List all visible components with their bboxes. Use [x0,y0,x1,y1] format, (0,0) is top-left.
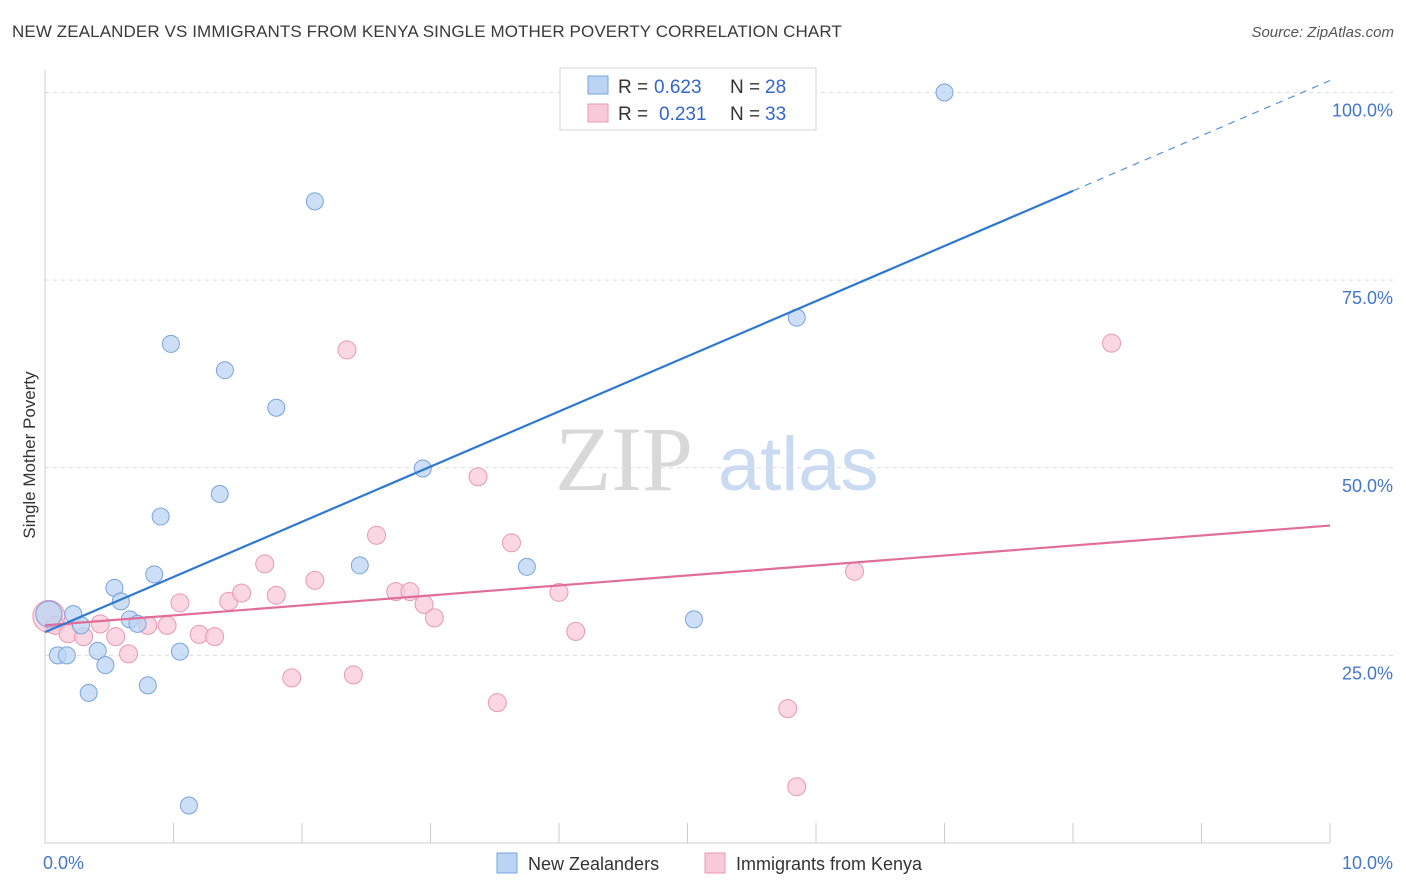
kenya-point [337,340,357,360]
kenya-point [845,561,865,581]
new-zealander-point [57,646,76,665]
kenya-point [119,644,139,664]
bottom-legend-label-1: New Zealanders [528,854,659,874]
kenya-point [778,699,798,719]
kenya-point [501,533,521,553]
bottom-legend-swatch-pink [704,852,726,874]
x-tick-label: 10.0% [1342,853,1393,873]
new-zealander-trend-line [44,189,1074,634]
legend-r-label-2: R = [618,104,648,125]
new-zealander-point [215,361,234,380]
new-zealander-point [96,656,115,675]
legend-n-value-1: 28 [765,77,786,98]
legend-n-value-2: 33 [765,104,786,125]
kenya-point [468,467,488,487]
x-tick-labels: 0.0% 10.0% [43,853,1393,873]
new-zealander-point [210,485,229,504]
correlation-legend: R = 0.623 N = 28 R = 0.231 N = 33 [559,67,817,131]
kenya-point [566,621,586,641]
legend-swatch-blue [587,75,609,95]
series-legend: New Zealanders Immigrants from Kenya [496,852,923,874]
new-zealander-point [151,507,170,526]
kenya-point [424,608,444,628]
kenya-point [157,615,177,635]
new-zealander-point [179,796,198,815]
kenya-point [549,582,569,602]
new-zealander-point [305,192,324,211]
x-tick-label: 0.0% [43,853,84,873]
new-zealander-trend-extension [1072,79,1331,192]
kenya-point [205,627,225,647]
y-tick-label: 50.0% [1342,476,1393,496]
new-zealander-point [684,610,703,629]
watermark-zip: ZIP [555,408,693,510]
legend-r-value-2: 0.231 [659,104,707,125]
series-new-zealanders [35,83,954,815]
new-zealander-point [267,398,286,417]
y-tick-label: 100.0% [1332,101,1393,121]
new-zealander-point [935,83,954,102]
new-zealander-point [145,565,164,584]
chart-title: NEW ZEALANDER VS IMMIGRANTS FROM KENYA S… [12,22,842,41]
y-axis-title: Single Mother Poverty [20,371,39,539]
legend-swatch-pink [587,103,609,123]
legend-r-label-1: R = [618,77,648,98]
new-zealander-point [79,683,98,702]
y-tick-label: 75.0% [1342,288,1393,308]
kenya-point [266,585,286,605]
watermark: ZIP atlas [555,408,879,510]
legend-r-value-1: 0.623 [654,77,702,98]
y-tick-label: 25.0% [1342,663,1393,683]
chart-source: Source: ZipAtlas.com [1251,24,1394,41]
new-zealander-point [88,641,107,660]
new-zealander-point [128,614,147,633]
kenya-point [305,570,325,590]
kenya-point [90,614,110,634]
new-zealander-point [161,334,180,353]
watermark-atlas: atlas [718,422,879,507]
bottom-legend-label-2: Immigrants from Kenya [736,854,923,874]
new-zealander-point [35,600,63,628]
kenya-point [170,593,190,613]
kenya-point [282,668,302,688]
kenya-point [787,777,807,797]
legend-n-label-2: N = [730,104,760,125]
bottom-legend-swatch-blue [496,852,518,874]
new-zealander-point [138,676,157,695]
kenya-point [343,665,363,685]
kenya-point [367,525,387,545]
new-zealander-point [350,556,369,575]
kenya-point [106,627,126,647]
new-zealander-point [517,557,536,576]
y-tick-labels: 25.0% 50.0% 75.0% 100.0% [1332,101,1393,684]
kenya-point [255,554,275,574]
kenya-point [1102,333,1122,353]
trend-lines [44,79,1331,634]
axes [44,70,1331,844]
kenya-point [487,693,507,713]
grid-lines [45,92,1395,656]
kenya-trend-line [44,524,1331,627]
new-zealander-point [170,642,189,661]
kenya-point [232,583,252,603]
legend-n-label-1: N = [730,77,760,98]
